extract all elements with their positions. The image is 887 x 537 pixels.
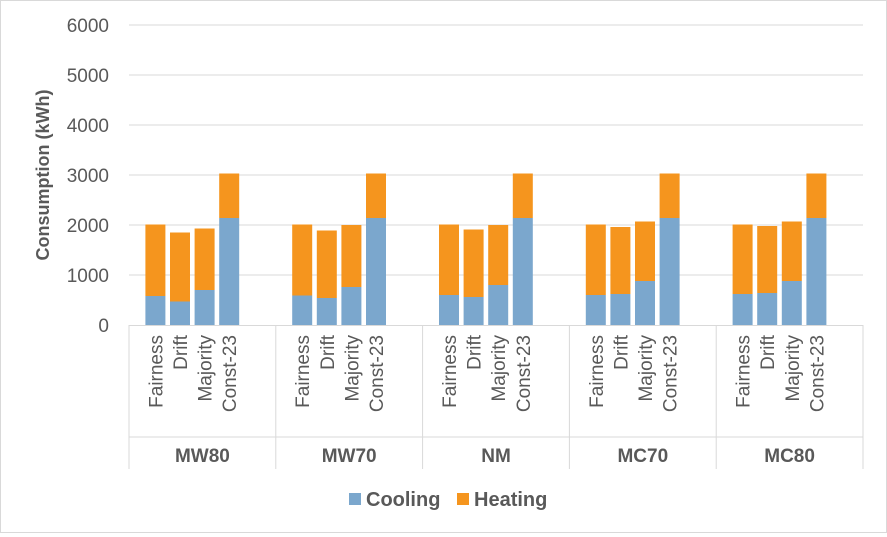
bar-heating-mw70-majority — [341, 225, 362, 287]
bar-heating-mw70-fairness — [292, 224, 313, 296]
y-tick-label: 6000 — [67, 16, 109, 37]
bar-heating-mc80-fairness — [732, 224, 753, 294]
legend: Cooling Heating — [349, 489, 547, 511]
group-label: NM — [481, 446, 511, 467]
bar-cooling-mw80-majority — [194, 290, 215, 325]
category-label: Fairness — [293, 335, 314, 408]
category-label: Majority — [196, 335, 217, 402]
bar-cooling-mc80-const-23 — [806, 218, 827, 325]
legend-label-cooling: Cooling — [366, 489, 440, 511]
category-label: Drift — [611, 334, 632, 370]
bar-heating-mc80-const-23 — [806, 173, 827, 218]
bar-heating-mc80-drift — [757, 226, 778, 293]
bar-cooling-mc70-majority — [635, 281, 655, 325]
bar-cooling-nm-const-23 — [512, 218, 533, 325]
bar-cooling-mc70-drift — [610, 294, 631, 325]
bar-heating-nm-drift — [463, 229, 484, 297]
group-label: MC70 — [617, 446, 668, 467]
y-tick-label: 3000 — [67, 166, 109, 187]
y-tick-label: 0 — [98, 316, 109, 337]
legend-swatch-cooling — [349, 493, 361, 505]
bar-heating-nm-majority — [488, 225, 509, 285]
bar-cooling-mw70-fairness — [292, 295, 313, 325]
y-tick-label: 5000 — [67, 66, 109, 87]
category-label: Fairness — [587, 335, 608, 408]
group-label: MW70 — [322, 446, 377, 467]
bar-heating-mw80-fairness — [145, 224, 166, 296]
bar-cooling-nm-majority — [488, 285, 509, 325]
category-label: Const-23 — [220, 335, 241, 412]
legend-swatch-heating — [457, 493, 469, 505]
bar-cooling-mw80-const-23 — [219, 218, 240, 325]
bars — [145, 173, 827, 325]
bar-cooling-mc80-majority — [781, 281, 802, 325]
bar-heating-mc70-fairness — [585, 224, 606, 295]
y-tick-label: 2000 — [67, 216, 109, 237]
category-label: Const-23 — [514, 335, 535, 412]
bar-heating-mw80-drift — [170, 232, 190, 302]
bar-heating-mc70-drift — [610, 227, 631, 294]
y-tick-label: 1000 — [67, 266, 109, 287]
bar-heating-mw70-drift — [316, 230, 337, 298]
category-label: Majority — [783, 335, 804, 402]
y-tick-label: 4000 — [67, 116, 109, 137]
category-label: Majority — [636, 335, 657, 402]
y-axis-title: Consumption (kWh) — [33, 90, 53, 261]
category-label: Const-23 — [661, 335, 682, 412]
category-label: Drift — [171, 334, 192, 370]
bar-heating-nm-const-23 — [512, 173, 533, 218]
bar-heating-mc70-majority — [635, 221, 655, 281]
category-label: Drift — [465, 334, 486, 370]
group-label: MC80 — [764, 446, 815, 467]
legend-label-heating: Heating — [474, 489, 547, 511]
category-label: Drift — [318, 334, 339, 370]
bar-cooling-mc80-fairness — [732, 294, 753, 325]
bar-cooling-mc80-drift — [757, 293, 778, 325]
bar-cooling-nm-drift — [463, 297, 484, 325]
bar-cooling-nm-fairness — [439, 295, 459, 325]
bar-cooling-mc70-fairness — [585, 295, 606, 325]
bar-cooling-mw70-drift — [316, 298, 337, 325]
category-label: Majority — [342, 335, 363, 402]
bar-heating-nm-fairness — [439, 224, 459, 295]
group-label: MW80 — [175, 446, 230, 467]
category-label: Majority — [489, 335, 510, 402]
x-axis: Fairness Drift Majority Const-23MW80Fairnes… — [128, 325, 864, 469]
bar-cooling-mw80-fairness — [145, 296, 166, 325]
bar-heating-mw80-majority — [194, 228, 215, 290]
category-label: Fairness — [440, 335, 461, 408]
bar-heating-mc70-const-23 — [659, 173, 680, 218]
category-label: Const-23 — [367, 335, 388, 412]
bar-cooling-mc70-const-23 — [659, 218, 680, 325]
category-label: Drift — [758, 334, 779, 370]
category-label: Fairness — [734, 335, 755, 408]
bar-cooling-mw70-const-23 — [366, 218, 386, 325]
category-label: Const-23 — [807, 335, 828, 412]
category-label: Fairness — [146, 335, 167, 408]
bar-heating-mw70-const-23 — [366, 173, 386, 218]
bar-cooling-mw80-drift — [170, 301, 190, 325]
bar-heating-mc80-majority — [781, 221, 802, 281]
y-axis-ticks: 0 1000 2000 3000 4000 5000 6000 — [67, 16, 109, 337]
bar-cooling-mw70-majority — [341, 287, 362, 325]
bar-heating-mw80-const-23 — [219, 173, 240, 218]
